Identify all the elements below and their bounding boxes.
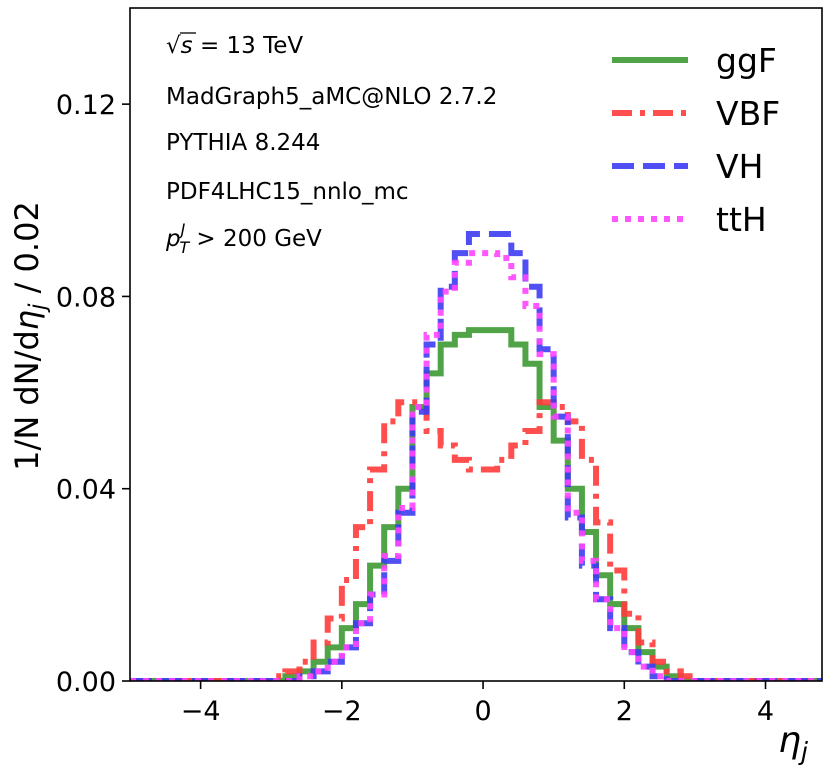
legend-label-vh: VH	[716, 147, 763, 186]
annotation-sqrt-s: √s = 13 TeV	[166, 33, 303, 59]
legend-label-tth: ttH	[716, 200, 767, 239]
y-tick-label: 0.00	[56, 667, 116, 698]
series-line-vbf	[130, 399, 822, 681]
x-tick-label: 4	[757, 696, 774, 727]
series-layer	[130, 230, 822, 681]
y-tick-label: 0.12	[56, 90, 116, 121]
x-tick-label: 2	[616, 696, 633, 727]
annotation-pdf: PDF4LHC15_nnlo_mc	[166, 179, 409, 205]
y-tick-label: 0.04	[56, 475, 116, 506]
x-tick-label: −2	[322, 696, 362, 727]
legend: ggF VBF VH ttH	[612, 41, 780, 239]
y-axis-title: 1/N dN/dηj / 0.02	[8, 201, 51, 471]
annotation-block: √s = 13 TeV MadGraph5_aMC@NLO 2.7.2 PYTH…	[165, 32, 497, 257]
y-tick-label: 0.08	[56, 282, 116, 313]
series-line-ggf	[130, 327, 822, 681]
legend-label-vbf: VBF	[716, 94, 780, 133]
x-axis-title: ηj	[778, 720, 808, 766]
annotation-pt-cut: pJ T > 200 GeV	[165, 220, 322, 257]
plot-frame	[129, 7, 823, 682]
annotation-shower: PYTHIA 8.244	[166, 130, 320, 156]
annotation-generator: MadGraph5_aMC@NLO 2.7.2	[166, 84, 497, 110]
series-line-tth	[130, 250, 822, 681]
series-line-vh	[130, 230, 822, 681]
x-tick-label: −4	[181, 696, 221, 727]
legend-label-ggf: ggF	[716, 41, 777, 80]
x-tick-label: 0	[474, 696, 491, 727]
ticks-layer: −4 −2 0 2 4 0.00 0.04 0.08 0.12	[56, 90, 774, 727]
